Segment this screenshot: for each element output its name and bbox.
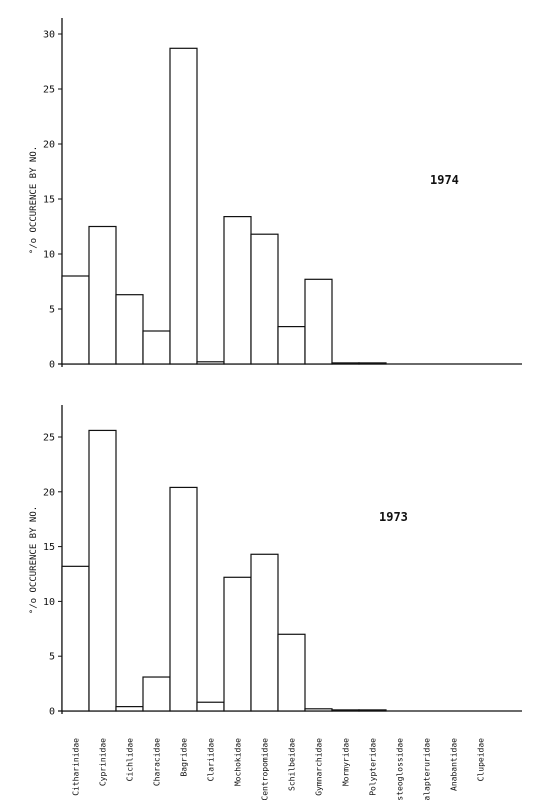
category-label-citharinidae: Citharinidae [72,738,81,796]
y-tick-label-bottom: 10 [43,597,55,608]
y-tick-label-top: 15 [43,195,55,206]
bar-top-mormyridae [331,362,360,365]
category-label-mormyridae: Mormyridae [342,738,351,786]
bar-top-citharinidae [61,275,90,365]
category-label-polypteridae: Polypteridae [369,738,378,796]
category-label-anabantidae: Anabantidae [450,738,459,791]
y-axis-label-top: °/o OCCURENCE BY NO. [29,146,39,254]
bar-bottom-centropomidae [250,553,279,712]
y-tick-label-bottom: 20 [43,487,55,498]
category-label-bagridae: Bagridae [180,738,189,777]
bar-top-polypteridae [358,362,387,365]
category-label-clupeidae: Clupeidae [477,738,486,782]
year-annotation-top: 1974 [430,173,459,187]
bar-bottom-bagridae [169,486,198,712]
bar-top-centropomidae [250,233,279,365]
y-tick-label-top: 30 [43,30,55,41]
bar-bottom-characidae [142,676,171,712]
bar-bottom-polypteridae [358,709,387,712]
bar-bottom-clariidae [196,701,225,712]
y-tick-label-bottom: 5 [49,652,55,663]
category-label-osteoglossidae: Osteoglossidae [396,738,405,800]
y-axis-label-bottom: °/o OCCURENCE BY NO. [29,506,39,614]
bar-bottom-gymnarchidae [304,708,333,712]
year-annotation-bottom: 1973 [379,510,408,524]
category-label-cyprinidae: Cyprinidae [99,738,108,786]
category-label-gymnarchidae: Gymnarchidae [315,738,324,796]
y-tick-label-top: 25 [43,85,55,96]
bar-bottom-citharinidae [61,565,90,712]
y-tick-label-bottom: 15 [43,542,55,553]
bar-top-gymnarchidae [304,278,333,365]
bar-top-bagridae [169,47,198,365]
category-label-mochokidae: Mochokidae [234,738,243,786]
bar-top-characidae [142,330,171,365]
y-tick-label-top: 20 [43,140,55,151]
y-tick-label-bottom: 0 [49,707,55,718]
y-tick-label-top: 5 [49,305,55,316]
y-tick-label-top: 0 [49,360,55,371]
bar-top-cichlidae [115,294,144,365]
bar-top-clariidae [196,361,225,365]
category-label-schilbeidae: Schilbeidae [288,738,297,791]
category-label-centropomidae: Centropomidae [261,738,270,800]
bar-bottom-cyprinidae [88,429,117,712]
bar-bottom-cichlidae [115,706,144,712]
bar-bottom-schilbeidae [277,633,306,712]
y-tick-label-bottom: 25 [43,433,55,444]
bar-bottom-mormyridae [331,709,360,712]
category-label-cichlidae: Cichlidae [126,738,135,782]
category-label-clariidae: Clariidae [207,738,216,782]
bar-top-mochokidae [223,216,252,365]
y-tick-label-top: 10 [43,250,55,261]
category-label-malapteruridae: Malapteruridae [423,738,432,800]
bar-bottom-mochokidae [223,576,252,712]
category-label-characidae: Characidae [153,738,162,786]
bar-top-cyprinidae [88,225,117,365]
bar-top-schilbeidae [277,326,306,365]
